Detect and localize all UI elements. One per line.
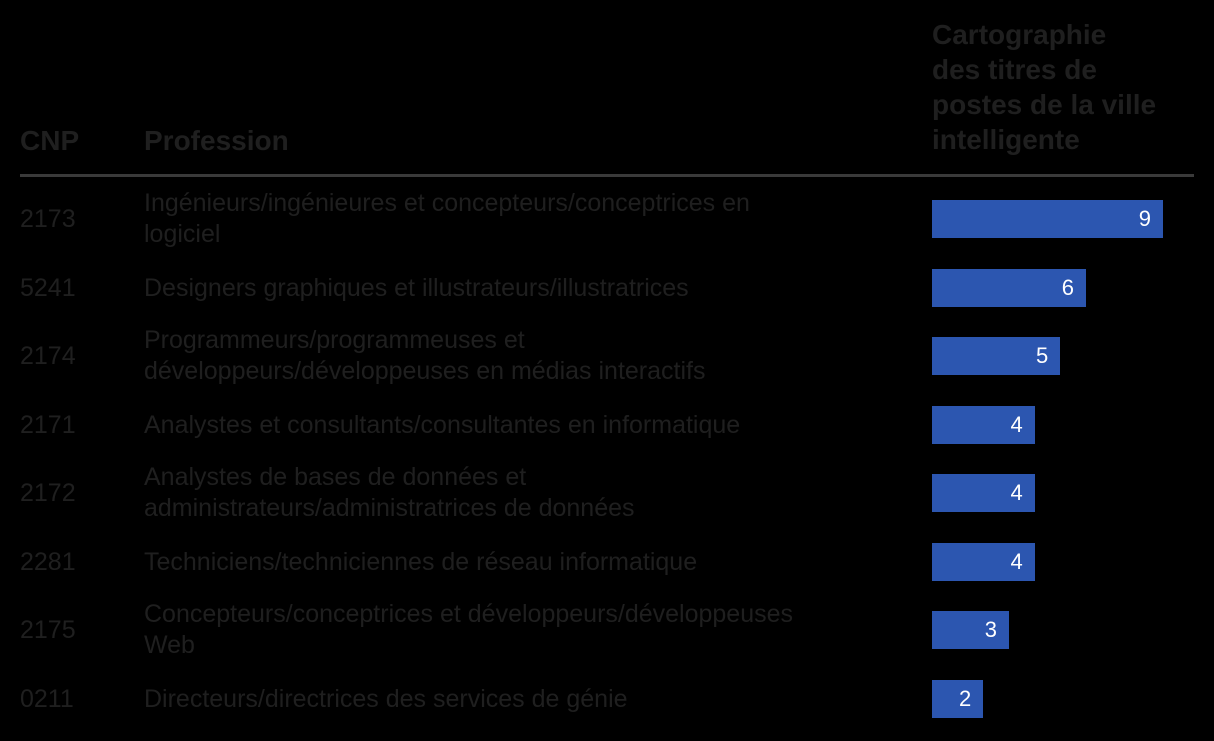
bar-value-label: 4 [1010,480,1023,505]
bar [932,474,1035,512]
cnp-code: 2173 [20,204,76,233]
bar [932,543,1035,581]
header-divider [20,174,1194,177]
value-header-line: postes de la ville [932,89,1157,120]
bar-value-label: 2 [959,686,972,711]
profession-label-line: Programmeurs/programmeuses et [144,326,525,354]
profession-label-line: développeurs/développeuses en médias int… [144,357,706,385]
cnp-code: 5241 [20,273,76,302]
profession-label: Concepteurs/conceptrices et développeurs… [144,599,884,661]
cnp-code: 2175 [20,615,76,644]
bar-value-label: 5 [1036,343,1049,368]
bar [932,200,1163,238]
profession-label-line: Analystes de bases de données et [144,463,527,491]
profession-label-line: Ingénieurs/ingénieures et concepteurs/co… [144,189,750,217]
value-header-line: Cartographie [932,19,1107,50]
bar [932,269,1086,307]
cnp-code: 2171 [20,410,76,439]
profession-label-line: Web [144,631,195,659]
profession-header: Profession [144,125,289,156]
cnp-code: 0211 [20,684,74,713]
cnp-code: 2172 [20,478,76,507]
profession-label: Ingénieurs/ingénieures et concepteurs/co… [144,188,884,250]
profession-label-line: Designers graphiques et illustrateurs/il… [144,273,689,302]
profession-label-line: Concepteurs/conceptrices et développeurs… [144,600,794,628]
bar [932,406,1035,444]
profession-label-line: Directeurs/directrices des services de g… [144,684,628,713]
profession-label: Designers graphiques et illustrateurs/il… [144,273,884,304]
profession-label: Analystes et consultants/consultantes en… [144,410,884,441]
profession-label: Directeurs/directrices des services de g… [144,684,884,715]
profession-label: Programmeurs/programmeuses et développeur… [144,325,884,387]
value-header-line: intelligente [932,124,1080,155]
cnp-header: CNP [20,125,80,156]
bar-value-label: 4 [1010,412,1023,437]
profession-label: Techniciens/techniciennes de réseau info… [144,547,884,578]
bar-value-label: 3 [984,617,997,642]
profession-label-line: Techniciens/techniciennes de réseau info… [144,547,698,576]
cnp-code: 2174 [20,341,76,370]
cnp-code: 2281 [20,547,76,576]
value-header: Cartographie des titres de postes de la vi… [932,17,1192,157]
value-header-line: des titres de [932,54,1097,85]
profession-label-line: logiciel [144,220,221,248]
bar-value-label: 6 [1061,275,1074,300]
profession-label: Analystes de bases de données et administ… [144,462,884,524]
bar [932,680,984,718]
bar-value-label: 4 [1010,549,1023,574]
profession-label-line: administrateurs/administratrices de donn… [144,494,635,522]
bar-value-label: 9 [1138,206,1151,231]
profession-label-line: Analystes et consultants/consultantes en… [144,410,741,439]
bar [932,337,1061,375]
bar [932,611,1009,649]
